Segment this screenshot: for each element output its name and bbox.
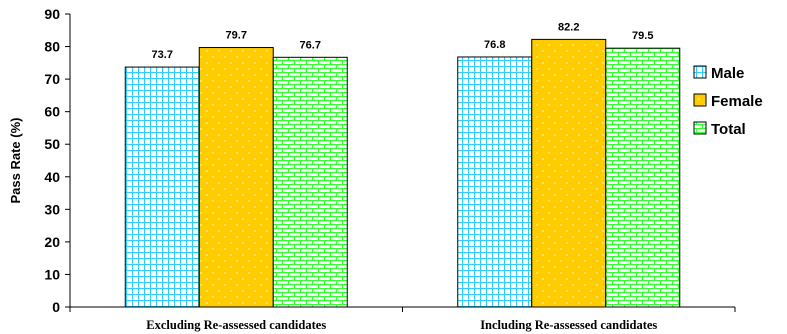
bar-male-1	[124, 66, 200, 308]
data-label: 73.7	[152, 49, 173, 61]
bar-total-2	[605, 47, 681, 308]
data-label: 82.2	[558, 21, 579, 33]
y-tick-label: 30	[44, 201, 60, 217]
y-tick-label: 60	[44, 104, 60, 120]
legend-label-male: Male	[711, 65, 744, 82]
data-label: 76.7	[300, 39, 321, 51]
y-tick-label: 40	[44, 169, 60, 185]
y-tick-label: 20	[44, 234, 60, 250]
data-label: 76.8	[484, 39, 505, 51]
legend-swatch-female	[693, 93, 707, 107]
data-label: 79.7	[226, 30, 247, 42]
data-label: 79.5	[632, 30, 653, 42]
bar-male-2	[457, 56, 533, 308]
bar-female-2	[531, 38, 607, 308]
legend-label-female: Female	[711, 93, 763, 110]
bar-female-1	[198, 47, 274, 308]
y-tick-label: 50	[44, 136, 60, 152]
y-tick-label: 10	[44, 266, 60, 282]
x-category-label: Excluding Re-assessed candidates	[146, 318, 326, 332]
x-category-label: Including Re-assessed candidates	[480, 318, 657, 332]
y-tick-label: 70	[44, 71, 60, 87]
legend-label-total: Total	[711, 121, 746, 138]
bar-total-1	[272, 56, 348, 308]
legend-swatch-male	[693, 65, 707, 79]
y-axis-title: Pass Rate (%)	[8, 118, 23, 204]
y-tick-label: 0	[52, 299, 60, 315]
y-tick-label: 80	[44, 39, 60, 55]
legend-swatch-total	[693, 121, 707, 135]
y-tick-label: 90	[44, 6, 60, 22]
